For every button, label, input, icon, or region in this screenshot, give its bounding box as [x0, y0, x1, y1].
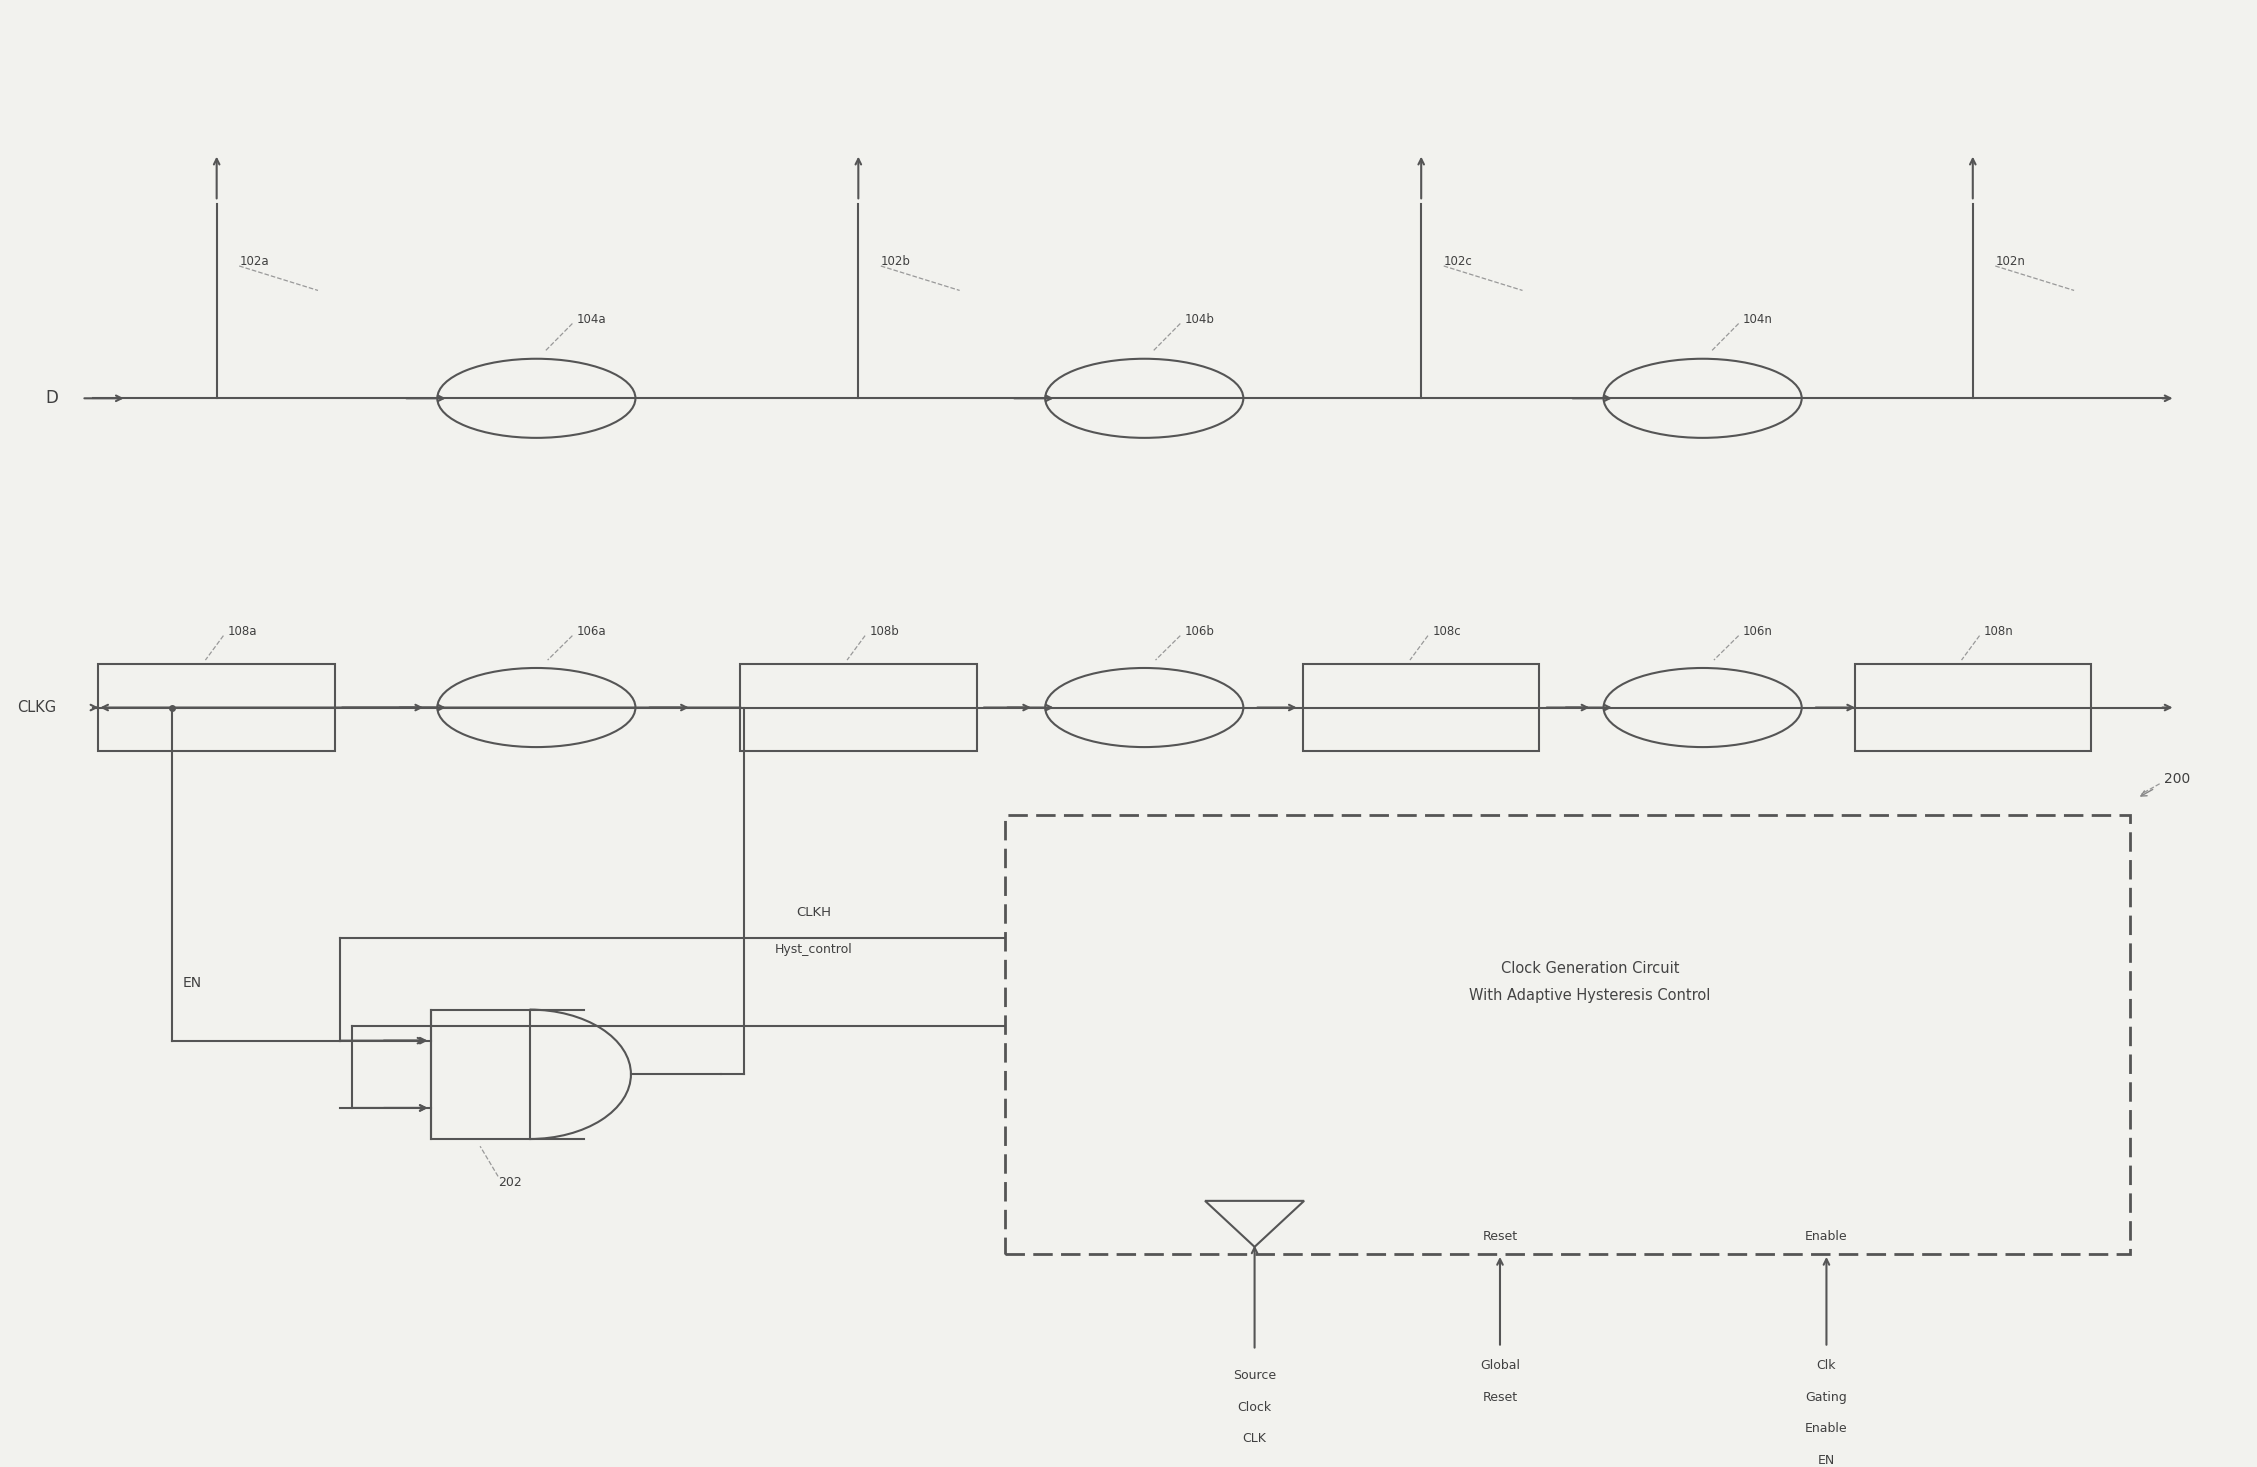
Text: 104n: 104n [1742, 312, 1774, 326]
Bar [1855, 665, 2090, 751]
Text: Reset: Reset [1483, 1391, 1517, 1404]
Text: 106n: 106n [1742, 625, 1774, 638]
Text: Clock Generation Circuit
With Adaptive Hysteresis Control: Clock Generation Circuit With Adaptive H… [1469, 961, 1711, 1003]
Text: CLK: CLK [1244, 1432, 1266, 1445]
Bar [431, 1009, 530, 1138]
Bar [740, 665, 977, 751]
Text: EN: EN [183, 976, 203, 990]
Text: 108a: 108a [228, 625, 257, 638]
Text: 106b: 106b [1185, 625, 1214, 638]
Text: 106a: 106a [578, 625, 607, 638]
Text: 202: 202 [499, 1175, 521, 1188]
Text: 102b: 102b [880, 255, 912, 268]
Text: CLKH: CLKH [797, 905, 831, 918]
Text: Enable: Enable [1806, 1231, 1848, 1244]
Text: D: D [45, 389, 59, 408]
Text: Clock: Clock [1237, 1401, 1271, 1414]
Text: 200: 200 [2164, 773, 2189, 786]
Text: EN: EN [1817, 1454, 1835, 1467]
Text: Source: Source [1232, 1369, 1275, 1382]
Text: Reset: Reset [1483, 1231, 1517, 1244]
Text: 102c: 102c [1444, 255, 1472, 268]
Bar [1004, 816, 2131, 1254]
Text: 108n: 108n [1984, 625, 2013, 638]
Text: Gating: Gating [1806, 1391, 1846, 1404]
Text: CLKG: CLKG [18, 700, 56, 714]
Text: 108c: 108c [1433, 625, 1460, 638]
Text: Hyst_control: Hyst_control [774, 943, 853, 956]
Bar [99, 665, 334, 751]
Text: Global: Global [1481, 1358, 1519, 1372]
Text: 102n: 102n [1995, 255, 2025, 268]
Text: 104b: 104b [1185, 312, 1214, 326]
Text: Clk: Clk [1817, 1358, 1837, 1372]
Bar [1302, 665, 1539, 751]
Text: Enable: Enable [1806, 1423, 1848, 1435]
Text: 102a: 102a [239, 255, 269, 268]
Text: 104a: 104a [578, 312, 607, 326]
Text: 108b: 108b [869, 625, 898, 638]
